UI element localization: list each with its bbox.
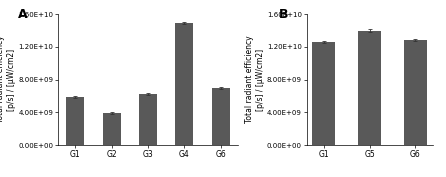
Y-axis label: Total radiant efficiency
[p/s] / [μW/cm2]: Total radiant efficiency [p/s] / [μW/cm2… [0,36,16,124]
Bar [66,97,84,145]
Text: B: B [279,8,289,21]
Bar [103,113,121,145]
Bar [404,40,427,145]
Y-axis label: Total radiant efficiency
[p/s] / [μW/cm2]: Total radiant efficiency [p/s] / [μW/cm2… [245,36,265,124]
Bar [139,94,157,145]
Bar [175,23,194,145]
Bar [211,88,230,145]
Bar [312,42,335,145]
Bar [358,30,381,145]
Text: A: A [18,8,28,21]
